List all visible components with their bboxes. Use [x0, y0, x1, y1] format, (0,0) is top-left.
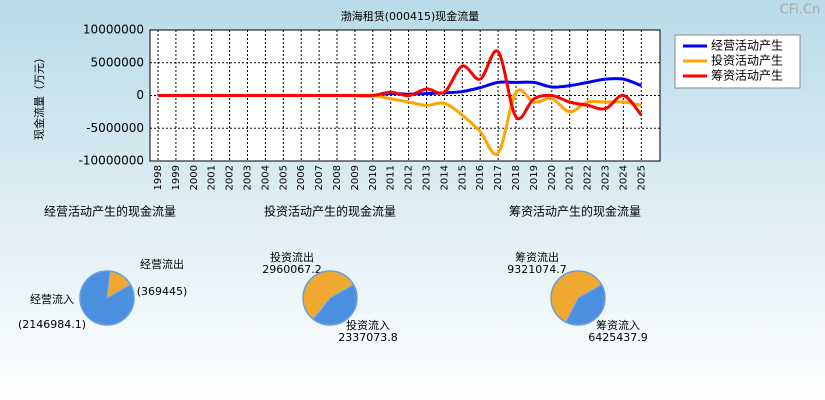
pie-value-label: 6425437.9 [588, 331, 648, 344]
x-tick-label: 2025 [636, 165, 647, 190]
y-tick-label: 0 [136, 88, 144, 102]
pie-rim [302, 270, 358, 326]
y-axis-label: 现金流量（万元） [32, 52, 46, 140]
series-line [158, 49, 643, 121]
pie-label: 经营流入 [30, 292, 74, 306]
pie-title: 筹资活动产生的现金流量 [509, 204, 641, 219]
x-tick-label: 2023 [601, 165, 612, 190]
pie-title: 经营活动产生的现金流量 [44, 204, 176, 219]
x-tick-label: 2006 [296, 165, 307, 190]
pie-value-label: 2960067.2 [262, 263, 322, 276]
x-tick-label: 2009 [350, 165, 361, 190]
pie-value-label: 2337073.8 [338, 331, 398, 344]
pie-rim [79, 270, 135, 326]
chart-title: 渤海租赁(000415)现金流量 [341, 9, 480, 23]
x-tick-label: 2014 [439, 165, 450, 190]
pie-value-label: (369445) [137, 285, 188, 298]
x-tick-label: 2020 [547, 165, 558, 190]
x-tick-label: 2007 [314, 165, 325, 190]
x-tick-label: 2011 [386, 165, 397, 190]
pie-label: 投资流出 [270, 250, 314, 264]
pie-value-label: (2146984.1) [18, 318, 86, 331]
x-tick-label: 2019 [529, 165, 540, 190]
y-tick-label: 10000000 [83, 23, 144, 37]
y-tick-label: -5000000 [86, 121, 144, 135]
legend-label: 经营活动产生 [711, 39, 783, 53]
x-tick-label: 2021 [565, 165, 576, 190]
pie-label: 投资流入 [346, 318, 390, 332]
y-tick-label: 5000000 [91, 55, 144, 69]
x-tick-label: 2017 [493, 165, 504, 190]
x-tick-label: 2012 [404, 165, 415, 190]
pie-label: 经营流出 [140, 257, 184, 271]
x-tick-label: 1998 [153, 165, 164, 190]
x-tick-label: 2008 [332, 165, 343, 190]
y-tick-label: -10000000 [79, 154, 144, 168]
pie-rim [550, 270, 606, 326]
pie-label: 筹资流入 [596, 318, 640, 332]
x-tick-label: 2015 [457, 165, 468, 190]
x-tick-label: 2005 [278, 165, 289, 190]
x-tick-label: 2001 [207, 165, 218, 190]
watermark: CFi.Cn [780, 3, 821, 18]
x-tick-label: 2010 [368, 165, 379, 190]
legend-label: 投资活动产生 [711, 53, 783, 68]
x-tick-label: 2003 [243, 165, 254, 190]
pie-label: 筹资流出 [515, 250, 559, 264]
x-tick-label: 2024 [618, 165, 629, 190]
pie-value-label: 9321074.7 [507, 263, 567, 276]
x-tick-label: 2004 [260, 165, 271, 190]
x-tick-label: 2000 [189, 165, 200, 190]
x-tick-label: 2018 [511, 165, 522, 190]
x-tick-label: 2002 [225, 165, 236, 190]
x-tick-label: 2016 [475, 165, 486, 190]
x-tick-label: 2022 [583, 165, 594, 190]
x-tick-label: 2013 [422, 165, 433, 190]
x-tick-label: 1999 [171, 165, 182, 190]
pie-title: 投资活动产生的现金流量 [264, 204, 396, 219]
legend-label: 筹资活动产生 [711, 69, 783, 83]
